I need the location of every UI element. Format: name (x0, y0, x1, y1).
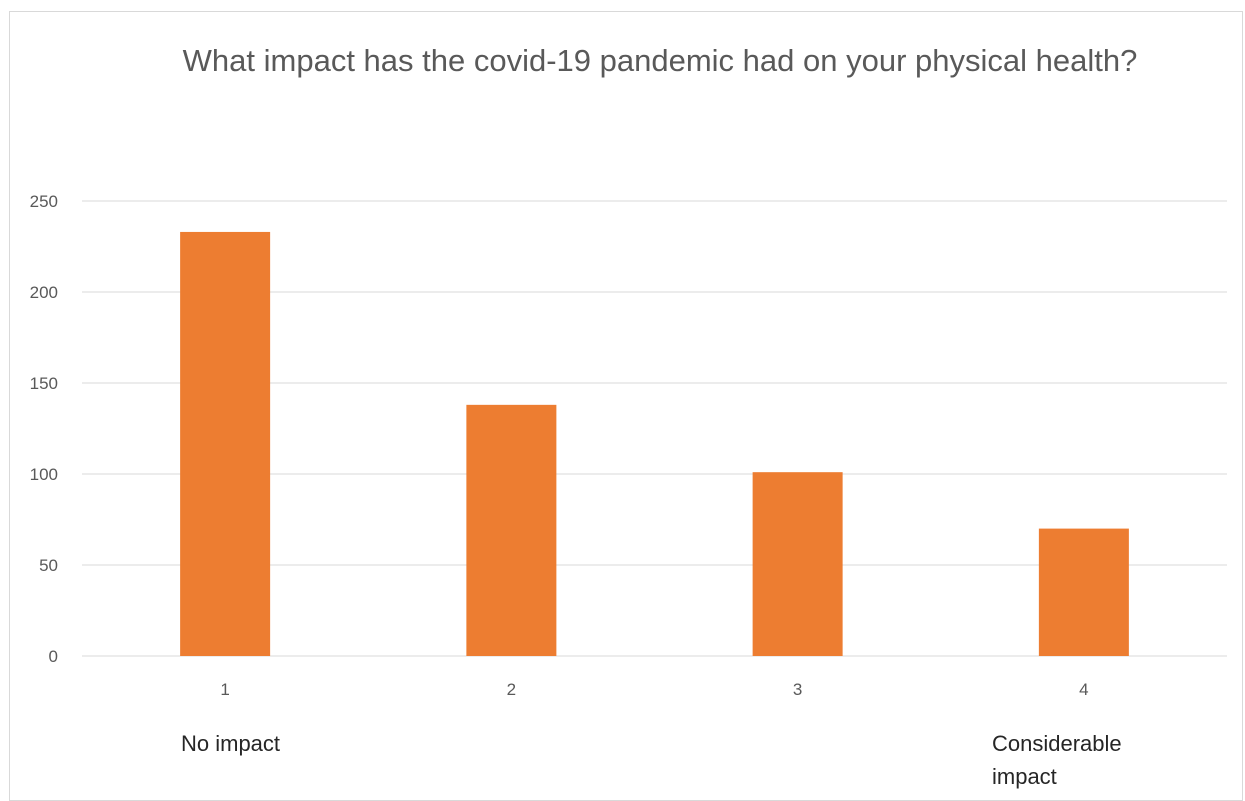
gridlines (82, 200, 1227, 657)
bar-3 (752, 472, 843, 656)
y-tick-label-50: 50 (39, 556, 58, 575)
x-tick-label-3: 3 (793, 680, 802, 699)
x-tick-label-1: 1 (220, 680, 229, 699)
y-axis-ticks: 0 50 100 150 200 250 (30, 192, 58, 666)
y-tick-label-250: 250 (30, 192, 58, 211)
y-tick-label-0: 0 (49, 647, 58, 666)
y-tick-label-150: 150 (30, 374, 58, 393)
y-tick-label-200: 200 (30, 283, 58, 302)
bar-1 (180, 231, 271, 656)
chart-title: What impact has the covid-19 pandemic ha… (182, 43, 1138, 78)
bar-2 (466, 404, 557, 656)
annotation-no-impact: No impact (181, 731, 281, 756)
annotation-considerable-impact: Considerable impact (992, 731, 1122, 789)
x-axis-ticks: 1 2 3 4 (220, 680, 1088, 699)
y-tick-label-100: 100 (30, 465, 58, 484)
x-tick-label-2: 2 (507, 680, 516, 699)
bars (180, 231, 1129, 656)
x-tick-label-4: 4 (1079, 680, 1088, 699)
bar-4 (1038, 528, 1129, 656)
